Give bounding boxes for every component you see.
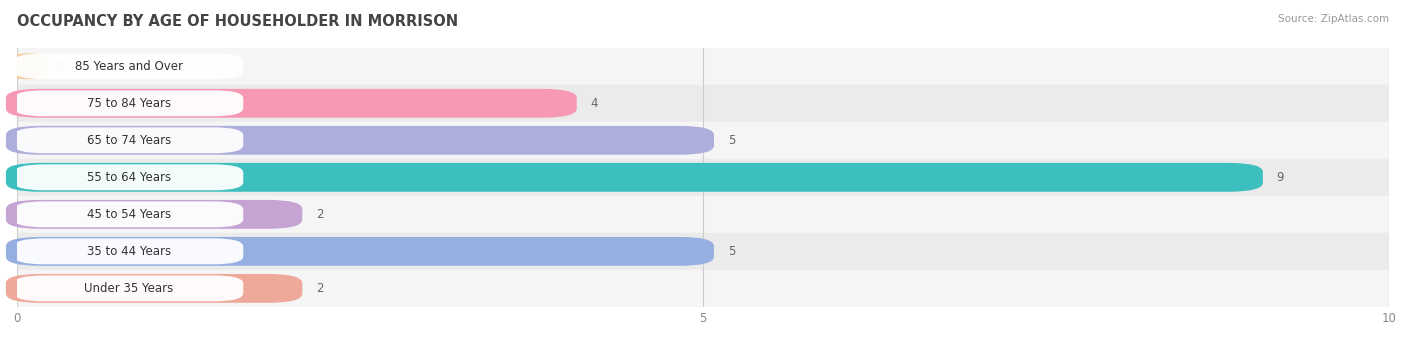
FancyBboxPatch shape [11,53,46,79]
FancyBboxPatch shape [14,238,243,264]
Text: 5: 5 [728,245,735,258]
Text: 35 to 44 Years: 35 to 44 Years [87,245,170,258]
FancyBboxPatch shape [6,89,576,118]
Text: 4: 4 [591,97,598,110]
FancyBboxPatch shape [14,202,243,227]
Text: 55 to 64 Years: 55 to 64 Years [87,171,170,184]
FancyBboxPatch shape [17,270,1389,307]
FancyBboxPatch shape [14,90,243,116]
Text: 0: 0 [55,60,63,73]
FancyBboxPatch shape [6,200,302,229]
Text: OCCUPANCY BY AGE OF HOUSEHOLDER IN MORRISON: OCCUPANCY BY AGE OF HOUSEHOLDER IN MORRI… [17,14,458,29]
Text: Source: ZipAtlas.com: Source: ZipAtlas.com [1278,14,1389,24]
FancyBboxPatch shape [17,159,1389,196]
FancyBboxPatch shape [6,163,1263,192]
FancyBboxPatch shape [6,274,302,303]
FancyBboxPatch shape [14,127,243,153]
Text: 45 to 54 Years: 45 to 54 Years [87,208,170,221]
FancyBboxPatch shape [17,233,1389,270]
FancyBboxPatch shape [17,48,1389,85]
FancyBboxPatch shape [17,122,1389,159]
FancyBboxPatch shape [17,196,1389,233]
FancyBboxPatch shape [6,126,714,155]
FancyBboxPatch shape [17,85,1389,122]
FancyBboxPatch shape [14,53,243,79]
FancyBboxPatch shape [17,196,1389,233]
FancyBboxPatch shape [17,48,1389,85]
FancyBboxPatch shape [14,276,243,301]
Text: 75 to 84 Years: 75 to 84 Years [87,97,170,110]
FancyBboxPatch shape [17,159,1389,196]
FancyBboxPatch shape [14,164,243,190]
FancyBboxPatch shape [17,233,1389,270]
FancyBboxPatch shape [17,122,1389,159]
Text: 5: 5 [728,134,735,147]
Text: 2: 2 [316,208,323,221]
FancyBboxPatch shape [17,270,1389,307]
Text: 9: 9 [1277,171,1284,184]
FancyBboxPatch shape [6,237,714,266]
FancyBboxPatch shape [17,85,1389,122]
Text: Under 35 Years: Under 35 Years [84,282,173,295]
Text: 85 Years and Over: 85 Years and Over [75,60,183,73]
Text: 2: 2 [316,282,323,295]
Text: 65 to 74 Years: 65 to 74 Years [87,134,172,147]
